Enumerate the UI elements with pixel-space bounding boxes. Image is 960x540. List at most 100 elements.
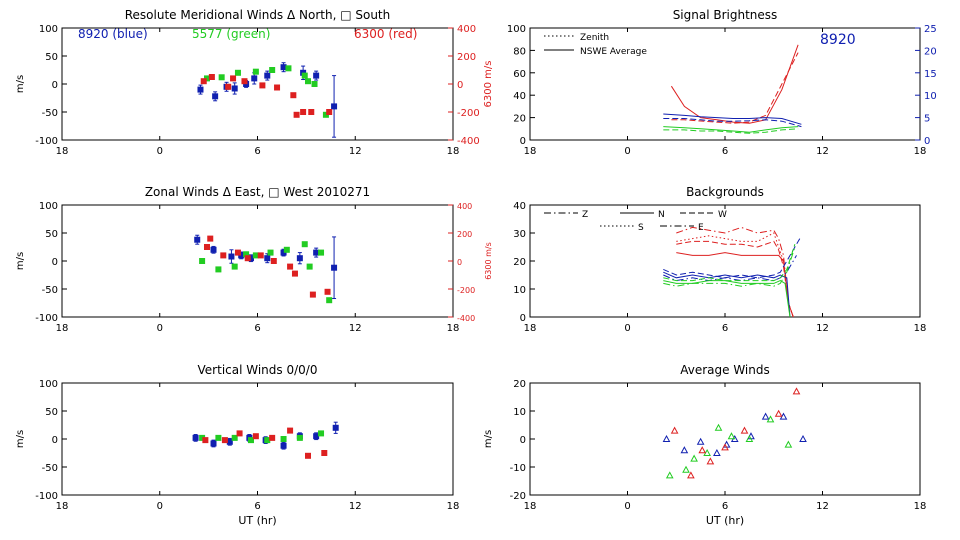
meridional-x-tick-label: 6 xyxy=(254,146,260,157)
meridional-point-red xyxy=(200,78,207,85)
meridional-point-green xyxy=(269,67,276,73)
zonal-point-red xyxy=(324,288,331,295)
average-x-tick-label: 18 xyxy=(914,501,927,512)
vertical-point-green xyxy=(247,437,254,444)
zonal-y-tick-label: -100 xyxy=(35,313,58,324)
meridional-x-tick-label: 18 xyxy=(447,146,460,157)
meridional-point-blue xyxy=(251,75,258,82)
average-point-blue xyxy=(696,437,705,445)
brightness-x-tick-label: 12 xyxy=(816,146,829,157)
average-y-tick-label: -20 xyxy=(510,491,526,502)
zonal-point-green xyxy=(231,263,238,270)
zonal-point-red xyxy=(287,263,294,270)
meridional-y-tick-label: -100 xyxy=(35,136,58,147)
zonal-point-red xyxy=(291,270,298,277)
meridional-y-tick-label: -50 xyxy=(42,108,58,119)
backgrounds-x-tick-label: 12 xyxy=(816,323,829,334)
zonal-x-tick-label: 18 xyxy=(56,323,69,334)
meridional-right-tick-label: 200 xyxy=(457,52,476,63)
vertical-point-green xyxy=(264,437,271,444)
zonal-point-blue xyxy=(296,255,303,262)
vertical-point-green xyxy=(296,434,303,441)
zonal-point-green xyxy=(267,249,274,256)
backgrounds-series-red-dashed xyxy=(676,240,794,318)
brightness-y-tick-label: 80 xyxy=(513,46,526,57)
meridional-y-tick-label: 0 xyxy=(52,80,58,91)
average-point-green xyxy=(682,465,690,473)
zonal-right-axis-label: 6300 m/s xyxy=(484,242,493,280)
average-point-green xyxy=(784,440,793,448)
meridional-point-blue xyxy=(197,86,204,93)
meridional-point-green xyxy=(252,68,259,75)
vertical-y-tick-label: -100 xyxy=(35,491,58,502)
meridional-y-tick-label: 100 xyxy=(39,24,58,35)
zonal-y-tick-label: -50 xyxy=(42,285,58,296)
zonal-point-green xyxy=(326,297,333,304)
zonal-point-green xyxy=(318,249,325,256)
vertical-point-red xyxy=(321,450,328,456)
meridional-point-green xyxy=(234,69,241,76)
zonal-point-blue xyxy=(331,264,338,271)
average-point-blue xyxy=(662,434,671,442)
brightness-plot-frame xyxy=(529,27,921,141)
meridional-point-red xyxy=(326,109,333,115)
zonal-y-tick-label: 0 xyxy=(52,257,58,268)
meridional-point-red xyxy=(300,109,307,115)
zonal-right-tick-label: 0 xyxy=(457,258,462,267)
meridional-point-blue xyxy=(313,72,320,79)
vertical-point-red xyxy=(236,430,243,437)
vertical-point-blue xyxy=(210,440,217,447)
brightness-y-tick-label: 60 xyxy=(513,69,526,80)
zonal-title: Zonal Winds Δ East, □ West 2010271 xyxy=(145,185,370,199)
brightness-x-tick-label: 6 xyxy=(722,146,728,157)
zonal-right-tick-label: -400 xyxy=(457,314,475,323)
meridional-point-green xyxy=(285,65,292,72)
brightness-series-red-solid xyxy=(670,44,799,124)
zonal-point-green xyxy=(215,266,222,273)
backgrounds-series-red-dotted xyxy=(676,232,794,318)
zonal-x-tick-label: 6 xyxy=(254,323,260,334)
brightness-series-green-dashed xyxy=(663,128,799,134)
meridional-y-tick-label: 50 xyxy=(45,52,58,63)
average-point-blue xyxy=(761,412,770,420)
average-point-red xyxy=(740,426,749,434)
brightness-series-blue-dashed xyxy=(663,118,802,128)
backgrounds-y-tick-label: 0 xyxy=(520,313,526,324)
vertical-point-red xyxy=(269,434,276,441)
average-x-tick-label: 12 xyxy=(816,501,829,512)
average-y-tick-label: 10 xyxy=(513,407,526,418)
brightness-y-tick-label: 100 xyxy=(507,24,526,35)
backgrounds-y-tick-label: 30 xyxy=(513,229,526,240)
zonal-point-red xyxy=(220,252,227,259)
vertical-point-green xyxy=(215,434,222,441)
brightness-annotation: 8920 xyxy=(820,32,856,48)
backgrounds-x-tick-label: 18 xyxy=(914,323,927,334)
average-x-tick-label: 6 xyxy=(722,501,728,512)
vertical-x-axis-label: UT (hr) xyxy=(238,514,276,527)
average-point-red xyxy=(721,443,729,451)
meridional-point-green xyxy=(301,72,308,79)
vertical-y-tick-label: -50 xyxy=(42,463,58,474)
vertical-point-red xyxy=(252,433,259,440)
meridional-point-green xyxy=(218,74,225,81)
brightness-right-tick-label: 0 xyxy=(924,136,930,147)
meridional-x-tick-label: 0 xyxy=(157,146,163,157)
vertical-point-green xyxy=(231,434,238,441)
zonal-point-green xyxy=(252,252,259,259)
meridional-point-green xyxy=(305,78,312,85)
zonal-y-axis-label: m/s xyxy=(15,252,26,270)
brightness-y-tick-label: 40 xyxy=(513,91,526,102)
vertical-point-blue xyxy=(313,433,320,440)
zonal-y-tick-label: 50 xyxy=(45,229,58,240)
vertical-y-tick-label: 50 xyxy=(45,407,58,418)
average-x-axis-label: UT (hr) xyxy=(706,514,744,527)
average-y-tick-label: 0 xyxy=(520,435,526,446)
brightness-series-green-solid xyxy=(663,126,799,133)
backgrounds-x-tick-label: 6 xyxy=(722,323,728,334)
meridional-right-tick-label: -200 xyxy=(457,108,480,119)
zonal-right-tick-label: -200 xyxy=(457,286,475,295)
backgrounds-title: Backgrounds xyxy=(686,185,764,199)
backgrounds-y-tick-label: 10 xyxy=(513,285,526,296)
zonal-point-blue xyxy=(210,246,217,253)
vertical-x-tick-label: 12 xyxy=(349,501,362,512)
